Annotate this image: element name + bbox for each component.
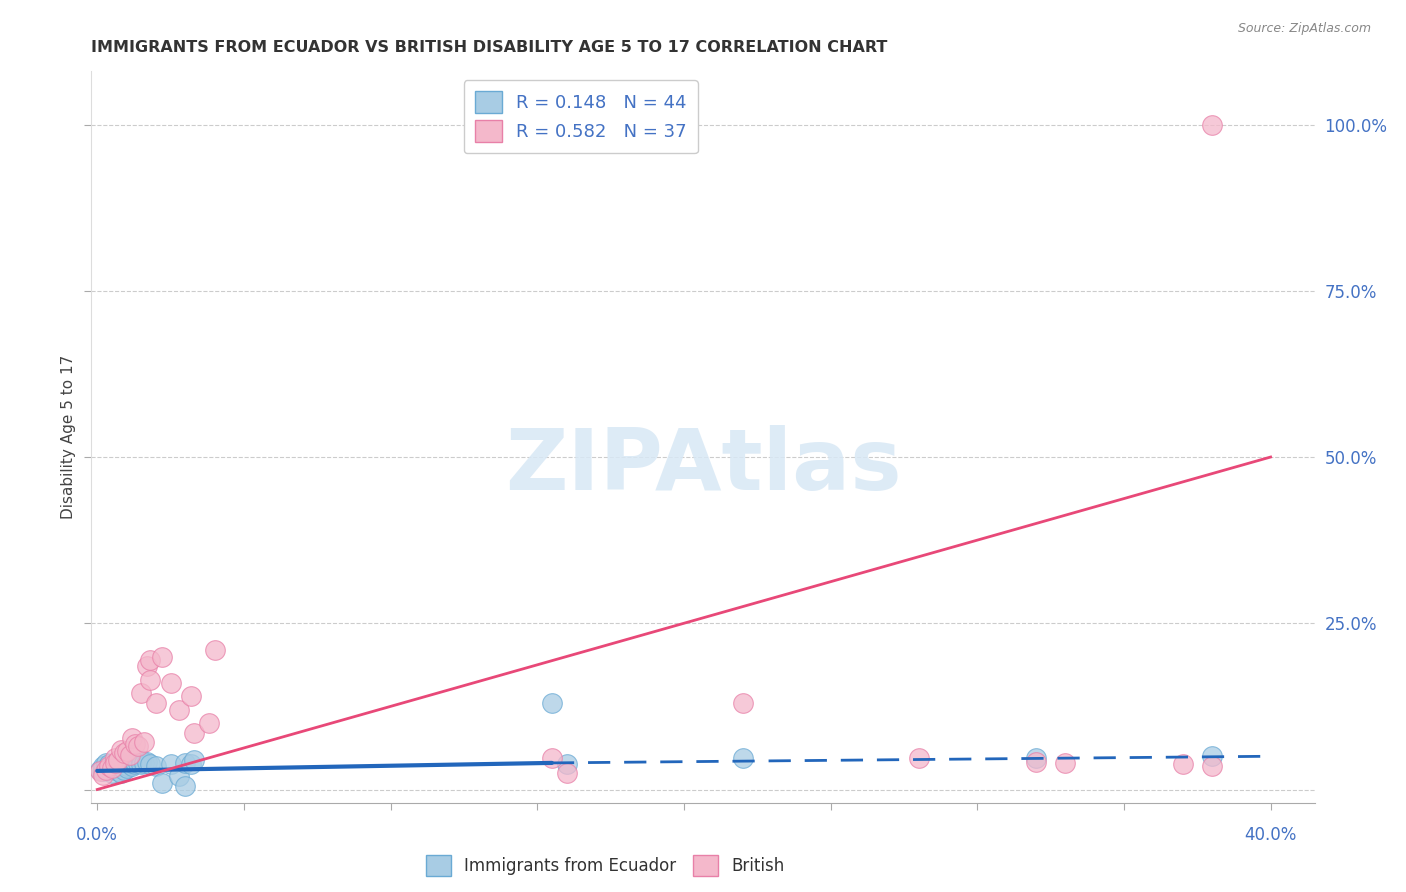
- Point: [94, 756, 117, 770]
- Point: [731, 696, 754, 710]
- Point: [118, 757, 141, 772]
- Point: [1201, 759, 1223, 773]
- Point: [112, 763, 135, 777]
- Point: [121, 731, 143, 745]
- Point: [98, 759, 121, 773]
- Point: [1054, 756, 1077, 770]
- Point: [1025, 755, 1047, 769]
- Point: [183, 753, 205, 767]
- Point: [134, 756, 156, 770]
- Point: [89, 764, 111, 778]
- Point: [197, 716, 219, 731]
- Point: [159, 757, 181, 772]
- Point: [121, 759, 143, 773]
- Point: [169, 769, 191, 783]
- Point: [541, 696, 564, 710]
- Point: [104, 760, 127, 774]
- Point: [118, 755, 141, 769]
- Point: [731, 750, 754, 764]
- Point: [115, 761, 138, 775]
- Point: [127, 756, 149, 770]
- Point: [136, 755, 159, 769]
- Point: [118, 747, 141, 762]
- Point: [145, 759, 167, 773]
- Point: [112, 757, 135, 772]
- Point: [145, 696, 167, 710]
- Point: [180, 690, 202, 704]
- Point: [124, 737, 146, 751]
- Point: [127, 739, 149, 754]
- Y-axis label: Disability Age 5 to 17: Disability Age 5 to 17: [60, 355, 76, 519]
- Point: [115, 759, 138, 773]
- Point: [541, 750, 564, 764]
- Point: [1025, 750, 1047, 764]
- Point: [98, 763, 121, 777]
- Point: [101, 761, 124, 775]
- Point: [139, 757, 162, 772]
- Point: [555, 765, 578, 780]
- Legend: Immigrants from Ecuador, British: Immigrants from Ecuador, British: [419, 848, 792, 882]
- Point: [907, 750, 929, 764]
- Point: [136, 659, 159, 673]
- Point: [139, 673, 162, 687]
- Point: [110, 765, 132, 780]
- Point: [115, 744, 138, 758]
- Point: [124, 755, 146, 769]
- Point: [134, 734, 156, 748]
- Point: [129, 686, 152, 700]
- Point: [101, 759, 124, 773]
- Point: [1201, 749, 1223, 764]
- Point: [169, 703, 191, 717]
- Point: [110, 742, 132, 756]
- Point: [129, 757, 152, 772]
- Point: [150, 649, 173, 664]
- Text: 40.0%: 40.0%: [1244, 826, 1296, 844]
- Point: [112, 746, 135, 760]
- Point: [91, 759, 114, 773]
- Point: [107, 753, 129, 767]
- Point: [94, 761, 117, 775]
- Point: [91, 768, 114, 782]
- Point: [204, 643, 226, 657]
- Point: [89, 763, 111, 777]
- Point: [183, 726, 205, 740]
- Point: [91, 764, 114, 778]
- Point: [1201, 118, 1223, 132]
- Point: [139, 653, 162, 667]
- Point: [107, 764, 129, 778]
- Point: [555, 757, 578, 772]
- Point: [107, 756, 129, 770]
- Point: [150, 776, 173, 790]
- Text: 0.0%: 0.0%: [76, 826, 118, 844]
- Point: [98, 757, 121, 772]
- Text: IMMIGRANTS FROM ECUADOR VS BRITISH DISABILITY AGE 5 TO 17 CORRELATION CHART: IMMIGRANTS FROM ECUADOR VS BRITISH DISAB…: [91, 40, 887, 55]
- Point: [104, 750, 127, 764]
- Point: [121, 756, 143, 770]
- Point: [94, 763, 117, 777]
- Point: [110, 759, 132, 773]
- Point: [159, 676, 181, 690]
- Point: [104, 757, 127, 772]
- Text: ZIPAtlas: ZIPAtlas: [505, 425, 901, 508]
- Point: [104, 756, 127, 770]
- Point: [180, 757, 202, 772]
- Point: [174, 779, 197, 793]
- Point: [129, 753, 152, 767]
- Text: Source: ZipAtlas.com: Source: ZipAtlas.com: [1237, 22, 1371, 36]
- Point: [174, 756, 197, 770]
- Point: [124, 757, 146, 772]
- Point: [101, 765, 124, 780]
- Point: [1171, 757, 1194, 772]
